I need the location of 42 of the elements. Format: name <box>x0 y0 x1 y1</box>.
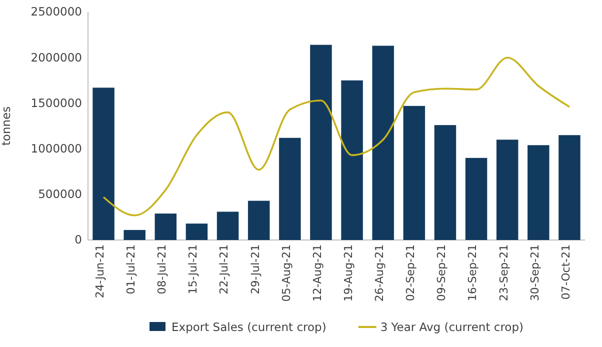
x-tick-label: 08-Jul-21 <box>156 244 169 294</box>
bar <box>465 158 488 240</box>
y-tick-label: 2500000 <box>30 4 82 19</box>
y-tick-label: 2000000 <box>30 50 82 64</box>
x-tick-label: 01-Jul-21 <box>124 244 138 294</box>
x-tick-label: 12-Aug-21 <box>310 244 324 302</box>
x-tick-label: 09-Sep-21 <box>435 244 448 302</box>
bar <box>558 135 580 240</box>
bar <box>279 138 301 240</box>
bar <box>434 125 456 240</box>
x-tick-label: 24-Jun-21 <box>93 244 106 298</box>
bar <box>216 212 239 240</box>
legend-label: 3 Year Avg (current crop) <box>380 320 524 334</box>
bar <box>496 140 518 240</box>
line-series <box>102 56 570 216</box>
legend-label: Export Sales (current crop) <box>172 320 326 334</box>
bar <box>403 106 426 240</box>
y-tick-label: 0 <box>74 232 82 247</box>
x-tick-label: 05-Aug-21 <box>280 244 293 302</box>
x-tick-label: 30-Sep-21 <box>528 244 542 302</box>
bar <box>186 224 208 240</box>
y-tick-label: 1500000 <box>30 96 82 110</box>
x-tick-label: 23-Sep-21 <box>497 244 510 302</box>
y-tick-label: 1000000 <box>30 141 82 156</box>
bar <box>310 44 332 240</box>
x-tick-label: 19-Aug-21 <box>342 244 355 302</box>
x-tick-label: 26-Aug-21 <box>373 244 386 302</box>
x-tick-label: 16-Sep-21 <box>466 244 480 302</box>
bar <box>341 80 363 240</box>
bar <box>154 214 177 240</box>
bar <box>372 46 394 240</box>
bar <box>528 145 550 240</box>
x-tick-label: 29-Jul-21 <box>248 244 262 294</box>
bar <box>124 230 146 240</box>
x-tick-label: 07-Oct-21 <box>559 244 572 300</box>
x-tick-label: 15-Jul-21 <box>186 244 200 294</box>
x-tick-label: 22-Jul-21 <box>218 244 231 294</box>
bar <box>248 200 270 240</box>
bar <box>92 88 114 240</box>
y-axis-title: tonnes <box>0 106 13 146</box>
y-tick-label: 500000 <box>38 187 82 202</box>
x-tick-label: 02-Sep-21 <box>404 244 418 302</box>
